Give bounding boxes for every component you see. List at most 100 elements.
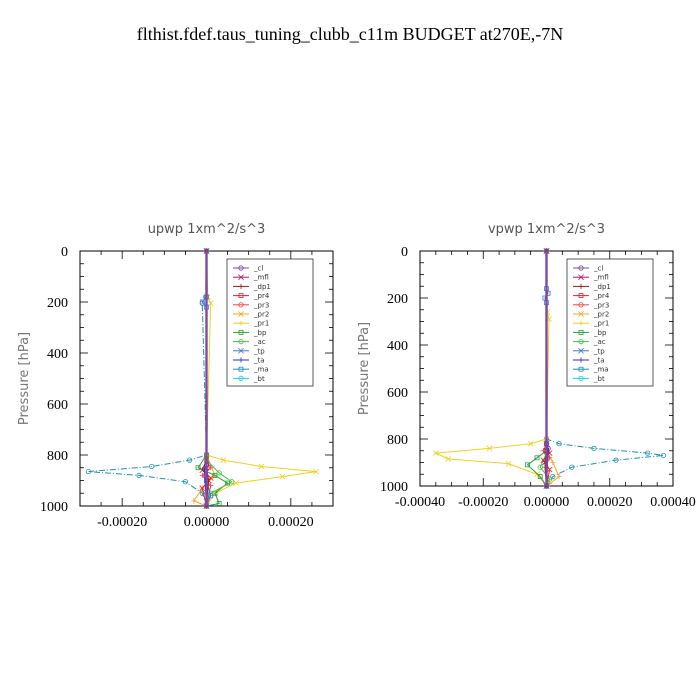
series-ma <box>85 248 210 509</box>
legend-item: _pr1 <box>233 320 269 328</box>
legend-item: _ta <box>573 357 605 365</box>
data-point <box>569 464 575 470</box>
legend-item: _pr2 <box>573 311 609 319</box>
data-point <box>199 490 205 496</box>
data-point <box>591 445 597 451</box>
legend-label: _bt <box>253 375 265 383</box>
data-point <box>578 283 584 289</box>
figure-title: flthist.fdef.taus_tuning_clubb_c11m BUDG… <box>137 24 563 44</box>
legend-item: _bt <box>573 375 605 383</box>
data-point <box>543 483 550 489</box>
legend-item: _pr3 <box>233 301 269 309</box>
legend-label: _ac <box>253 338 266 346</box>
y-tick-label: 400 <box>47 347 68 362</box>
legend-label: _ac <box>593 338 606 346</box>
legend-label: _dp1 <box>593 283 611 291</box>
legend-item: _pr4 <box>233 292 270 300</box>
data-point <box>199 485 206 492</box>
data-point <box>203 503 210 509</box>
legend: _cl_mfl_dp1_pr4_pr3_pr2_pr1_bp_ac_tp_ta_… <box>226 258 314 387</box>
legend-label: _ma <box>253 366 269 374</box>
series-line <box>88 250 208 507</box>
data-point <box>238 293 244 299</box>
legend-label: _dp1 <box>253 283 271 291</box>
legend-item: _ac <box>573 338 606 346</box>
data-point <box>578 338 584 345</box>
y-tick-label: 0 <box>401 245 408 260</box>
legend-label: _cl <box>253 265 263 273</box>
data-point <box>556 474 562 480</box>
data-point <box>238 302 244 308</box>
y-tick-label: 800 <box>387 433 408 448</box>
data-point <box>613 457 619 463</box>
y-tick-label: 400 <box>387 339 408 354</box>
legend-item: _ma <box>573 366 609 374</box>
legend-label: _pr2 <box>593 311 609 319</box>
data-point <box>660 452 667 459</box>
data-point <box>238 329 244 335</box>
data-point <box>578 311 584 317</box>
data-point <box>486 445 493 452</box>
legend-item: _ta <box>233 357 265 365</box>
data-point <box>238 338 244 345</box>
y-tick-label: 600 <box>387 386 408 401</box>
data-point <box>578 375 584 381</box>
data-point <box>182 479 189 485</box>
legend-label: _pr1 <box>593 320 609 328</box>
legend-label: _mfl <box>253 274 269 282</box>
x-tick-label: 0.00000 <box>184 515 230 530</box>
data-point <box>313 468 320 475</box>
data-point <box>534 455 540 461</box>
legend-item: _dp1 <box>233 283 271 291</box>
legend-label: _pr4 <box>253 292 270 300</box>
legend-item: _tp <box>573 347 605 355</box>
legend-label: _mfl <box>593 274 609 282</box>
x-tick-label: -0.00040 <box>395 495 445 510</box>
legend: _cl_mfl_dp1_pr4_pr3_pr2_pr1_bp_ac_tp_ta_… <box>566 258 654 387</box>
legend-item: _bp <box>233 329 267 337</box>
legend-label: _tp <box>593 347 605 355</box>
legend-item: _pr4 <box>573 292 610 300</box>
legend-label: _pr3 <box>593 301 609 309</box>
series-cl <box>203 248 210 509</box>
legend-item: _ma <box>233 366 269 374</box>
series-pr1 <box>432 248 552 489</box>
data-point <box>578 347 584 354</box>
data-point <box>238 375 244 381</box>
x-tick-label: 0.00020 <box>268 515 314 530</box>
data-point <box>238 366 244 372</box>
legend-label: _pr1 <box>253 320 269 328</box>
legend-label: _pr2 <box>253 311 269 319</box>
x-tick-label: 0.00000 <box>524 495 570 510</box>
series-line <box>546 251 664 487</box>
data-point <box>238 274 244 281</box>
legend-label: _pr3 <box>253 301 269 309</box>
data-point <box>208 483 214 489</box>
data-point <box>199 299 205 305</box>
data-point <box>578 265 584 271</box>
data-point <box>540 448 546 454</box>
legend-item: _pr2 <box>233 311 269 319</box>
data-point <box>136 472 142 478</box>
data-point <box>199 472 205 478</box>
data-point <box>207 300 214 307</box>
series-cl <box>543 248 550 489</box>
legend-item: _mfl <box>573 274 609 282</box>
data-point <box>216 501 222 506</box>
y-tick-label: 0 <box>61 245 68 260</box>
data-point <box>578 329 584 335</box>
y-tick-label: 800 <box>47 449 68 464</box>
panel-title: upwp 1xm^2/s^3 <box>148 222 266 237</box>
legend-item: _mfl <box>233 274 269 282</box>
data-point <box>229 479 235 485</box>
x-tick-label: 0.00040 <box>650 495 696 510</box>
legend-item: _ac <box>233 338 266 346</box>
data-point <box>578 320 584 326</box>
legend-label: _ma <box>593 366 609 374</box>
data-point <box>537 474 543 480</box>
data-point <box>505 460 512 467</box>
legend-label: _bp <box>253 329 267 337</box>
data-point <box>216 470 222 476</box>
legend-label: _bt <box>593 375 605 383</box>
